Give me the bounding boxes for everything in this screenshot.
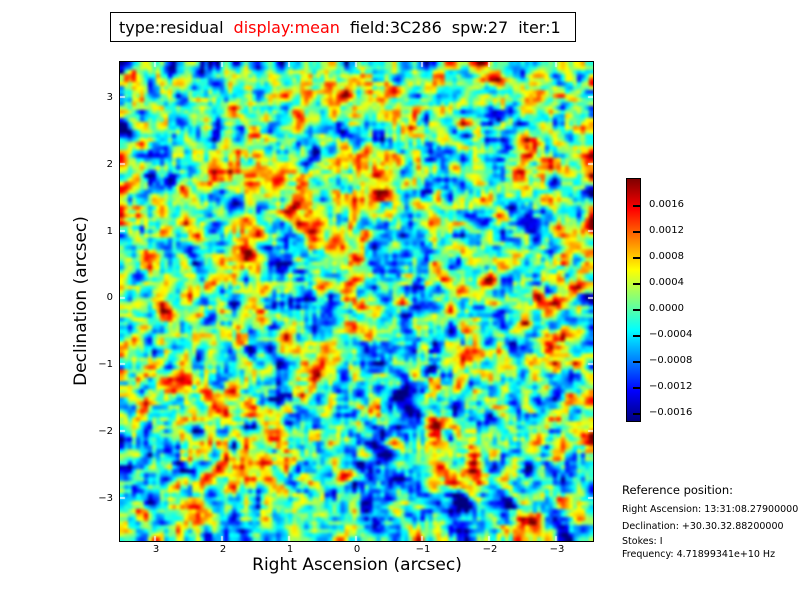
y-tick-label: 0 — [106, 292, 113, 303]
y-tick-label: 3 — [106, 92, 113, 103]
colorbar-tick-label: −0.0004 — [649, 329, 693, 340]
colorbar-tick — [633, 387, 640, 389]
y-axis-label: Declination (arcsec) — [71, 216, 91, 386]
colorbar-tick-label: 0.0008 — [649, 251, 684, 262]
colorbar-tick — [633, 413, 640, 415]
colorbar-tick-label: 0.0016 — [649, 199, 684, 210]
x-tick-label: 1 — [286, 544, 294, 555]
x-axis-label: Right Ascension (arcsec) — [252, 555, 462, 575]
reference-stokes: Stokes: I — [622, 536, 663, 547]
reference-position-heading: Reference position: — [622, 483, 733, 497]
x-tick-label: −1 — [415, 544, 431, 555]
colorbar-tick — [633, 361, 640, 363]
title-segment-type: type:residual — [119, 17, 224, 37]
colorbar-tick — [633, 231, 640, 233]
x-tick-label: 2 — [219, 544, 227, 555]
x-tick-label: 3 — [152, 544, 160, 555]
colorbar-tick-label: −0.0016 — [649, 407, 693, 418]
title-segment-field: field:3C286 — [349, 17, 442, 37]
heatmap-plot — [119, 61, 594, 542]
colorbar-tick-label: 0.0000 — [649, 303, 684, 314]
title-segment-spw: spw:27 — [451, 17, 509, 37]
reference-right-ascension: Right Ascension: 13:31:08.27900000 — [622, 504, 799, 515]
y-tick-label: 2 — [106, 159, 113, 170]
x-tick-label: 0 — [353, 544, 361, 555]
colorbar-tick-label: −0.0008 — [649, 355, 693, 366]
reference-frequency: Frequency: 4.71899341e+10 Hz — [622, 549, 776, 560]
y-tick-label: −1 — [98, 359, 113, 370]
reference-declination: Declination: +30.30.32.88200000 — [622, 521, 784, 532]
plot-title-box: type:residual display:mean field:3C286 s… — [110, 12, 576, 42]
residual-heatmap-canvas — [120, 62, 593, 541]
colorbar-tick — [633, 205, 640, 207]
colorbar-tick — [633, 309, 640, 311]
colorbar — [626, 178, 641, 422]
y-tick-label: −2 — [98, 426, 113, 437]
y-tick-label: 1 — [106, 226, 113, 237]
y-tick-label: −3 — [98, 493, 113, 504]
colorbar-tick-label: 0.0012 — [649, 225, 684, 236]
colorbar-tick — [633, 283, 640, 285]
title-segment-display: display:mean — [233, 17, 340, 37]
colorbar-tick — [633, 335, 640, 337]
x-tick-label: −2 — [482, 544, 498, 555]
title-segment-iter: iter:1 — [518, 17, 561, 37]
colorbar-tick — [633, 257, 640, 259]
colorbar-tick-label: −0.0012 — [649, 381, 693, 392]
colorbar-tick-label: 0.0004 — [649, 277, 684, 288]
x-tick-label: −3 — [549, 544, 565, 555]
